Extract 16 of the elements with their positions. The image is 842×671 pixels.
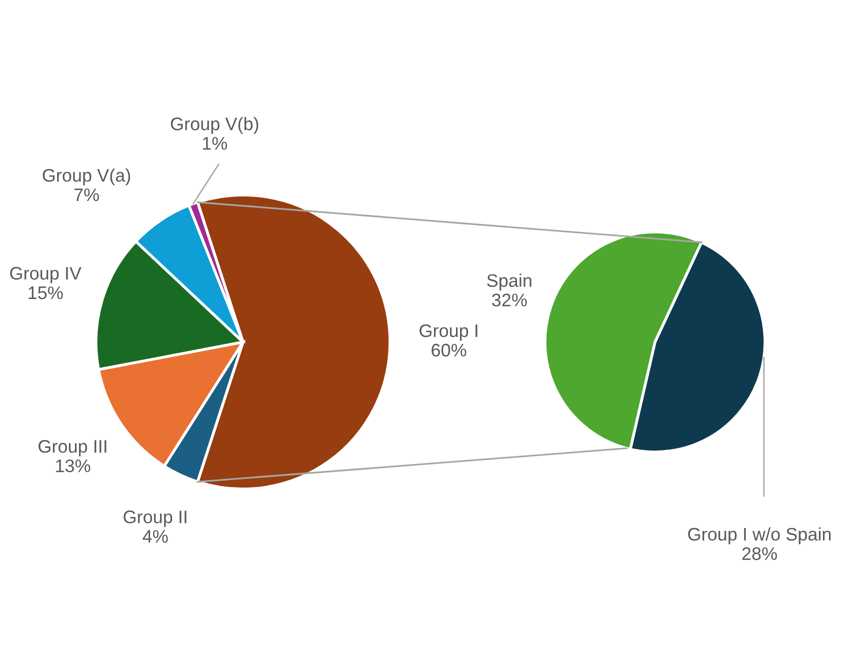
- slice-label: Group I w/o Spain: [688, 527, 831, 544]
- slice-label: Group V(b): [170, 117, 258, 134]
- data-label: 28%: [742, 547, 777, 560]
- data-label: 32%: [492, 294, 527, 306]
- slice-label: Group IV: [10, 266, 82, 284]
- data-label: 15%: [28, 286, 63, 300]
- data-label: 4%: [142, 530, 168, 543]
- data-label: 1%: [203, 137, 228, 150]
- data-label: 7%: [74, 188, 99, 202]
- slice-label: Spain: [487, 274, 532, 291]
- slice-label: Group V(a): [42, 168, 130, 186]
- slice-label: Group III: [38, 440, 106, 456]
- slice-label: Group I: [420, 324, 478, 341]
- data-label: 60%: [432, 344, 466, 357]
- data-label: 13%: [56, 459, 90, 472]
- slice-label: Group II: [124, 510, 186, 527]
